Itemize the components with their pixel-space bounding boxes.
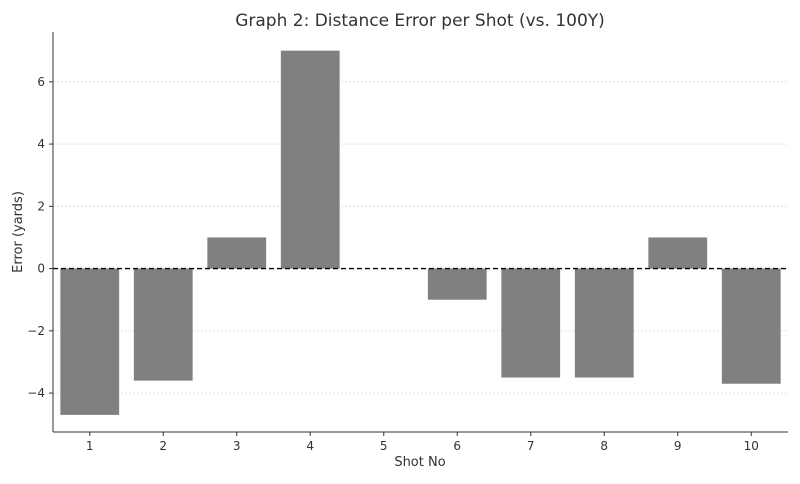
x-tick-label-7: 7 [527, 439, 535, 453]
chart-title: Graph 2: Distance Error per Shot (vs. 10… [235, 11, 605, 31]
y-tick-label-2: 0 [37, 262, 45, 276]
bar-shot-1 [60, 268, 120, 415]
axes-layer [52, 32, 788, 433]
bar-shot-3 [207, 237, 267, 269]
y-tick-label-1: −2 [27, 324, 45, 338]
bar-shot-10 [721, 268, 781, 384]
bar-shot-7 [501, 268, 561, 378]
x-tick-label-8: 8 [600, 439, 608, 453]
bar-shot-4 [280, 50, 340, 269]
x-tick-label-1: 1 [86, 439, 94, 453]
y-axis-label: Error (yards) [11, 191, 26, 273]
x-axis-label: Shot No [394, 455, 445, 470]
bar-shot-8 [574, 268, 634, 378]
y-tick-label-5: 6 [37, 75, 45, 89]
bar-shot-2 [133, 268, 193, 381]
bars-layer [60, 50, 781, 415]
bar-shot-9 [648, 237, 708, 269]
ticks-layer: −4 −2 0 2 4 6 1 2 3 4 5 6 7 8 9 10 [27, 75, 759, 453]
x-tick-label-3: 3 [233, 439, 241, 453]
x-tick-label-5: 5 [380, 439, 388, 453]
x-tick-label-4: 4 [306, 439, 314, 453]
x-tick-label-6: 6 [453, 439, 461, 453]
y-tick-label-4: 4 [37, 137, 45, 151]
x-tick-label-10: 10 [744, 439, 759, 453]
y-tick-label-3: 2 [37, 199, 45, 213]
bar-shot-6 [427, 268, 487, 300]
x-tick-label-2: 2 [159, 439, 167, 453]
y-tick-label-0: −4 [27, 386, 45, 400]
x-tick-label-9: 9 [674, 439, 682, 453]
